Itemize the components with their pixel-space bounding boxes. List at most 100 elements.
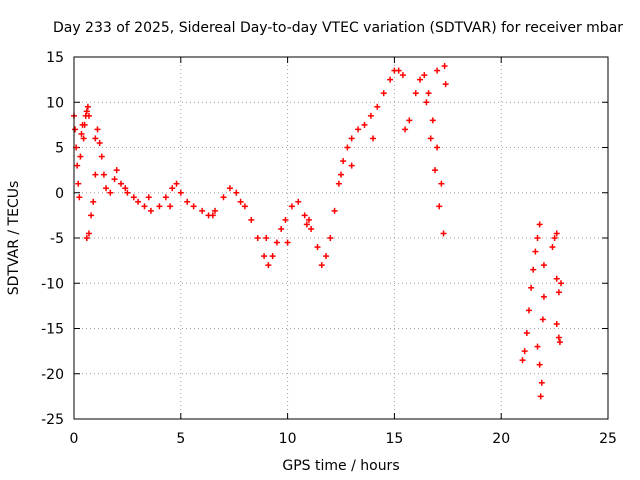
data-point (295, 198, 302, 205)
data-point (314, 244, 321, 251)
data-point (226, 185, 233, 192)
data-point (395, 67, 402, 74)
data-point (199, 207, 206, 214)
data-point (94, 126, 101, 133)
data-point (340, 158, 347, 165)
data-point (284, 239, 291, 246)
data-point (318, 262, 325, 269)
data-point (555, 289, 562, 296)
data-point (538, 379, 545, 386)
data-point (98, 153, 105, 160)
data-point (555, 334, 562, 341)
x-axis-tick-labels: 0 5 10 15 20 25 (70, 431, 617, 447)
data-point (78, 130, 85, 137)
y-axis-label: SDTVAR / TECUs (6, 181, 22, 296)
data-point (85, 230, 92, 237)
data-point (331, 207, 338, 214)
data-point (367, 112, 374, 119)
data-point (103, 185, 110, 192)
data-point (169, 185, 176, 192)
data-point (90, 198, 97, 205)
y-tick-label: 5 (55, 141, 64, 157)
data-point (402, 126, 409, 133)
data-point (423, 99, 430, 106)
data-point (441, 63, 448, 70)
data-point (440, 230, 447, 237)
data-point (380, 90, 387, 97)
data-point (303, 221, 310, 228)
data-point (539, 316, 546, 323)
data-point (248, 216, 255, 223)
data-point (438, 180, 445, 187)
data-point (301, 212, 308, 219)
data-point (162, 194, 169, 201)
data-point (92, 171, 99, 178)
x-tick-label: 10 (279, 431, 297, 447)
data-point (425, 90, 432, 97)
data-point (348, 162, 355, 169)
x-tick-label: 25 (599, 431, 617, 447)
data-point (532, 248, 539, 255)
data-point (521, 348, 528, 355)
data-point (83, 108, 90, 115)
data-point (551, 235, 558, 241)
data-point (355, 126, 362, 133)
data-point (100, 171, 107, 178)
x-axis-label: GPS time / hours (282, 458, 399, 474)
data-point (429, 117, 436, 124)
data-point (335, 180, 342, 187)
data-point (233, 189, 240, 196)
data-point (122, 185, 129, 192)
data-point (374, 103, 381, 110)
data-point (556, 339, 563, 346)
y-tick-label: -10 (41, 276, 64, 292)
grid (74, 57, 608, 419)
data-point (308, 225, 315, 232)
data-point (525, 307, 532, 314)
data-point (549, 244, 556, 251)
data-point (211, 207, 218, 214)
data-point (537, 393, 544, 400)
data-point (412, 90, 419, 97)
data-point (536, 361, 543, 368)
y-tick-label: 0 (55, 186, 64, 202)
data-point (237, 198, 244, 205)
data-point (113, 167, 120, 174)
data-point (147, 207, 154, 214)
data-point (344, 144, 351, 151)
data-point (327, 235, 334, 241)
data-point (75, 180, 82, 187)
data-point (190, 203, 197, 210)
data-point (80, 135, 87, 142)
data-point (72, 126, 79, 133)
data-point (220, 194, 227, 201)
data-point (534, 343, 541, 350)
data-point (282, 216, 289, 223)
data-point (145, 194, 152, 201)
data-point (436, 203, 443, 210)
data-point (81, 121, 88, 128)
data-point (278, 225, 285, 232)
data-point (84, 103, 91, 110)
data-point (434, 67, 441, 74)
y-tick-label: 10 (46, 95, 64, 111)
data-point (92, 135, 99, 142)
data-point (117, 180, 124, 187)
data-point (558, 280, 565, 287)
y-axis-tick-labels: 15 10 5 0 -5 -10 -15 -20 -25 (41, 50, 64, 428)
data-point (269, 253, 276, 260)
data-point (83, 235, 90, 241)
x-tick-label: 0 (70, 431, 79, 447)
data-point (434, 144, 441, 151)
data-point (361, 121, 368, 128)
data-point (338, 171, 344, 178)
y-tick-label: -15 (41, 322, 64, 338)
data-point (265, 262, 272, 269)
data-point (553, 320, 560, 327)
data-point (421, 72, 428, 79)
data-point (261, 253, 268, 260)
data-point (323, 253, 330, 260)
data-point (141, 203, 148, 210)
